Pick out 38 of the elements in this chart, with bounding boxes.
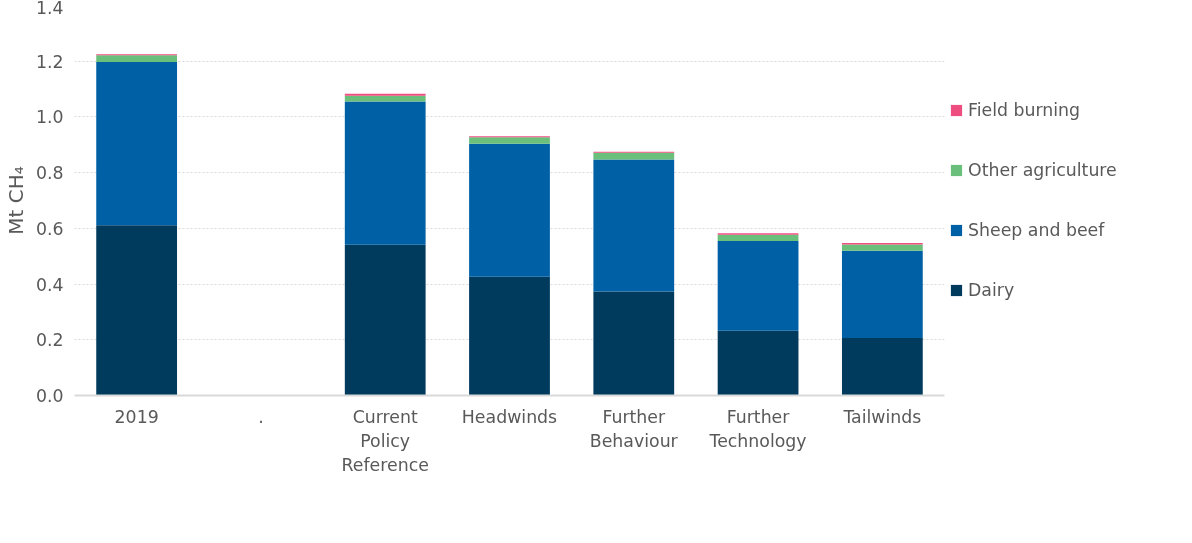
bar bbox=[469, 143, 550, 277]
bar bbox=[344, 95, 426, 102]
y-tick-label: 1.2 bbox=[35, 51, 64, 72]
x-tick-label: . bbox=[258, 406, 264, 427]
y-tick-label: 1.4 bbox=[35, 0, 64, 18]
x-tick-label: Further Technology bbox=[708, 406, 807, 451]
bar bbox=[841, 250, 923, 339]
x-tick-label: Tailwinds bbox=[842, 406, 922, 427]
x-tick-label: 2019 bbox=[114, 406, 159, 427]
legend-label: Dairy bbox=[968, 280, 1015, 300]
legend-label: Field burning bbox=[968, 100, 1081, 120]
bar bbox=[841, 338, 923, 396]
bar bbox=[344, 101, 426, 245]
y-tick-label: 0.6 bbox=[35, 218, 64, 239]
bar bbox=[593, 291, 675, 396]
y-tick-label: 0.0 bbox=[35, 386, 64, 406]
bar bbox=[717, 234, 799, 241]
bar bbox=[841, 244, 923, 251]
bar bbox=[96, 62, 178, 226]
bar bbox=[96, 225, 178, 396]
y-tick-label: 1.0 bbox=[35, 107, 64, 128]
bar bbox=[593, 152, 675, 160]
x-tick-label: Further Behaviour bbox=[589, 406, 679, 451]
legend-label: Sheep and beef bbox=[968, 220, 1105, 240]
y-tick-label: 0.2 bbox=[35, 330, 64, 351]
x-tick-label: Current Policy Reference bbox=[341, 406, 429, 475]
y-tick-label: 0.8 bbox=[35, 163, 64, 184]
y-axis-title: Mt CH₄ bbox=[3, 166, 28, 235]
bar bbox=[344, 244, 426, 396]
bar bbox=[469, 276, 550, 396]
bar bbox=[717, 330, 799, 396]
bar bbox=[96, 55, 178, 63]
bar bbox=[593, 159, 675, 292]
bar bbox=[469, 137, 550, 144]
bar bbox=[717, 240, 799, 331]
x-tick-label: Headwinds bbox=[461, 406, 558, 427]
legend-label: Other agriculture bbox=[968, 160, 1117, 180]
y-tick-label: 0.4 bbox=[35, 274, 64, 295]
